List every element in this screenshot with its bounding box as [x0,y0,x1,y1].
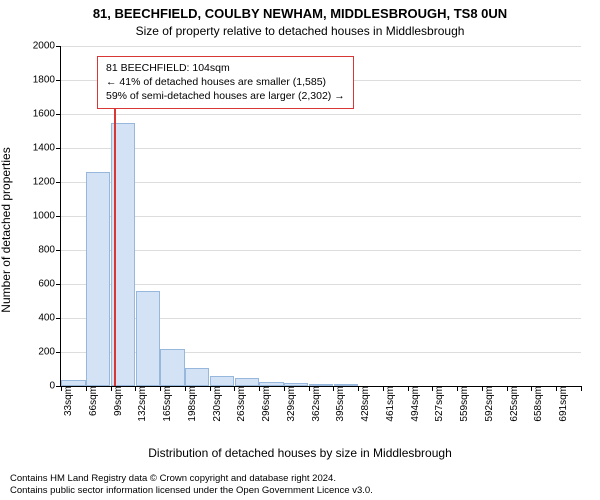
x-tick-label: 263sqm [230,386,247,422]
footer-attribution: Contains HM Land Registry data © Crown c… [10,473,590,497]
x-tick-mark [581,386,582,391]
x-tick-label: 132sqm [131,386,148,422]
y-tick-label: 1800 [33,75,61,86]
x-tick-label: 592sqm [478,386,495,422]
x-tick-label: 362sqm [305,386,322,422]
chart-title-sub: Size of property relative to detached ho… [0,24,600,38]
y-tick-label: 1400 [33,143,61,154]
y-tick-label: 1600 [33,109,61,120]
x-axis-label: Distribution of detached houses by size … [0,446,600,460]
chart-title-main: 81, BEECHFIELD, COULBY NEWHAM, MIDDLESBR… [0,6,600,21]
y-axis-label: Number of detached properties [0,147,13,312]
footer-line-2: Contains public sector information licen… [10,485,590,497]
annotation-line: 81 BEECHFIELD: 104sqm [106,61,345,75]
histogram-bar [235,378,259,386]
annotation-box: 81 BEECHFIELD: 104sqm← 41% of detached h… [97,56,354,109]
x-tick-label: 66sqm [82,386,99,416]
x-tick-label: 428sqm [354,386,371,422]
x-tick-label: 296sqm [255,386,272,422]
x-tick-label: 559sqm [453,386,470,422]
y-tick-label: 600 [38,279,61,290]
histogram-bar [86,172,110,386]
y-tick-label: 1200 [33,177,61,188]
y-tick-label: 400 [38,313,61,324]
x-tick-label: 691sqm [552,386,569,422]
x-tick-label: 527sqm [428,386,445,422]
x-tick-label: 329sqm [280,386,297,422]
annotation-line: 59% of semi-detached houses are larger (… [106,89,345,103]
annotation-line: ← 41% of detached houses are smaller (1,… [106,75,345,89]
y-tick-label: 800 [38,245,61,256]
x-tick-label: 658sqm [527,386,544,422]
x-tick-label: 33sqm [57,386,74,416]
grid-line [61,46,581,47]
x-tick-label: 625sqm [503,386,520,422]
grid-line [61,148,581,149]
x-tick-label: 230sqm [206,386,223,422]
marker-line [114,83,116,386]
plot-area: 020040060080010001200140016001800200033s… [60,46,581,387]
y-tick-label: 2000 [33,41,61,52]
chart-container: 81, BEECHFIELD, COULBY NEWHAM, MIDDLESBR… [0,0,600,500]
x-tick-label: 395sqm [329,386,346,422]
histogram-bar [210,376,234,386]
grid-line [61,216,581,217]
x-tick-label: 494sqm [404,386,421,422]
grid-line [61,250,581,251]
x-tick-label: 99sqm [107,386,124,416]
histogram-bar [160,349,184,386]
y-tick-label: 200 [38,347,61,358]
grid-line [61,114,581,115]
y-tick-label: 1000 [33,211,61,222]
x-tick-label: 165sqm [156,386,173,422]
grid-line [61,284,581,285]
histogram-bar [136,291,160,386]
grid-line [61,182,581,183]
histogram-bar [185,368,209,386]
footer-line-1: Contains HM Land Registry data © Crown c… [10,473,590,485]
x-tick-label: 198sqm [181,386,198,422]
x-tick-label: 461sqm [379,386,396,422]
